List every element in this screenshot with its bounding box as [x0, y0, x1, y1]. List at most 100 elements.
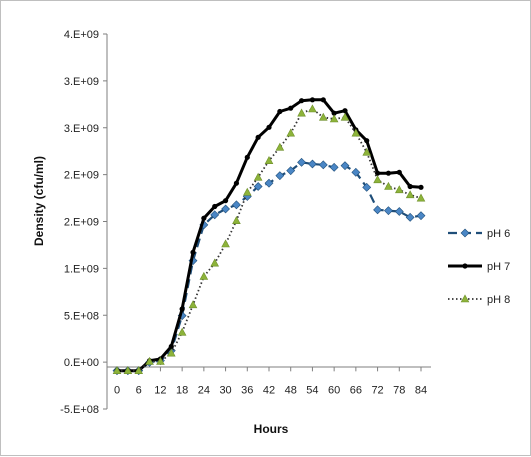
legend-item: pH 7 [448, 261, 510, 273]
x-tick-label: 60 [328, 384, 340, 396]
data-point [342, 108, 348, 114]
data-point [177, 327, 187, 336]
axes [106, 34, 431, 409]
data-point [275, 142, 285, 151]
data-point [405, 212, 415, 222]
x-tick-label: 0 [114, 384, 120, 396]
x-tick-label: 18 [176, 384, 188, 396]
data-point [221, 204, 230, 214]
data-point [460, 294, 470, 303]
y-tick-label: 5.E+08 [64, 310, 99, 322]
data-point [297, 157, 306, 167]
legend-label: pH 8 [487, 294, 510, 306]
x-ticks: 0 6 12 18 24 30 36 42 48 54 60 66 72 78 84 [114, 367, 427, 396]
series-ph-8 [112, 104, 426, 374]
data-point [242, 187, 252, 196]
data-point [396, 169, 402, 175]
data-point [462, 263, 468, 269]
legend-item: pH 6 [448, 228, 510, 240]
data-point [364, 138, 370, 144]
data-point [309, 97, 316, 103]
data-point [329, 162, 339, 172]
series-line [117, 161, 422, 372]
data-point [156, 356, 165, 365]
data-point [308, 104, 317, 113]
data-point [331, 110, 337, 116]
legend-item: pH 8 [448, 294, 510, 306]
x-tick-label: 30 [219, 384, 231, 396]
series-line [117, 98, 422, 373]
series-layer [112, 97, 426, 376]
data-point [286, 166, 296, 176]
data-point [362, 182, 372, 192]
data-point [374, 170, 381, 176]
data-point [320, 97, 326, 103]
y-tick-label: 0.E+00 [64, 357, 99, 369]
data-point [179, 306, 185, 312]
data-point [385, 170, 392, 176]
data-point [266, 124, 272, 130]
data-point [221, 239, 230, 248]
data-point [212, 203, 218, 210]
data-point [134, 366, 144, 374]
x-tick-label: 36 [241, 384, 253, 396]
data-point [199, 271, 209, 280]
data-point [255, 134, 261, 140]
x-tick-label: 42 [263, 384, 275, 396]
y-tick-label: 1.E+09 [64, 263, 99, 275]
legend-label: pH 7 [487, 261, 510, 273]
y-tick-label: -5.E+08 [60, 404, 99, 416]
data-point [297, 108, 306, 117]
data-point [340, 112, 350, 121]
legend: pH 6 pH 7 pH 8 [448, 228, 510, 306]
legend-label: pH 6 [487, 228, 510, 240]
series-line [117, 108, 422, 372]
x-tick-label: 48 [285, 384, 297, 396]
y-tick-label: 2.E+09 [64, 217, 99, 229]
x-axis-title: Hours [254, 422, 289, 436]
data-point [168, 343, 174, 350]
data-point [418, 184, 424, 190]
data-point [166, 348, 176, 357]
data-point [233, 180, 240, 186]
data-point [308, 159, 317, 169]
series-ph-7 [114, 97, 424, 374]
data-point [405, 190, 415, 199]
x-tick-label: 54 [306, 384, 318, 396]
data-point [351, 167, 361, 177]
x-tick-label: 84 [415, 384, 427, 396]
y-axis-title: Density (cfu/ml) [32, 156, 46, 246]
data-point [373, 205, 382, 215]
x-tick-label: 66 [350, 384, 362, 396]
x-tick-label: 6 [136, 384, 142, 396]
data-point [416, 193, 426, 202]
data-point [210, 210, 220, 220]
data-point [264, 178, 274, 188]
data-point [232, 200, 241, 210]
data-point [190, 249, 196, 255]
data-point [384, 181, 393, 190]
data-point [298, 98, 305, 104]
data-point [384, 206, 393, 216]
data-point [286, 128, 296, 137]
data-point [288, 105, 294, 111]
data-point [407, 183, 413, 190]
data-point [416, 211, 426, 221]
y-tick-label: 3.E+09 [64, 123, 99, 135]
data-point [188, 300, 198, 309]
data-point [373, 175, 382, 184]
data-point [362, 147, 372, 156]
data-point [112, 366, 122, 374]
data-point [123, 366, 133, 374]
data-point [275, 171, 285, 181]
x-tick-label: 24 [198, 384, 210, 396]
y-tick-label: 2.E+09 [64, 170, 99, 182]
data-point [244, 154, 250, 160]
data-point [394, 207, 404, 216]
y-tick-label: 4.E+09 [64, 29, 99, 41]
series-ph-6 [112, 157, 426, 376]
y-ticks: -5.E+08 0.E+00 5.E+08 1.E+09 2.E+09 2.E+09 3.E… [60, 29, 107, 416]
y-tick-label: 3.E+09 [64, 76, 99, 88]
